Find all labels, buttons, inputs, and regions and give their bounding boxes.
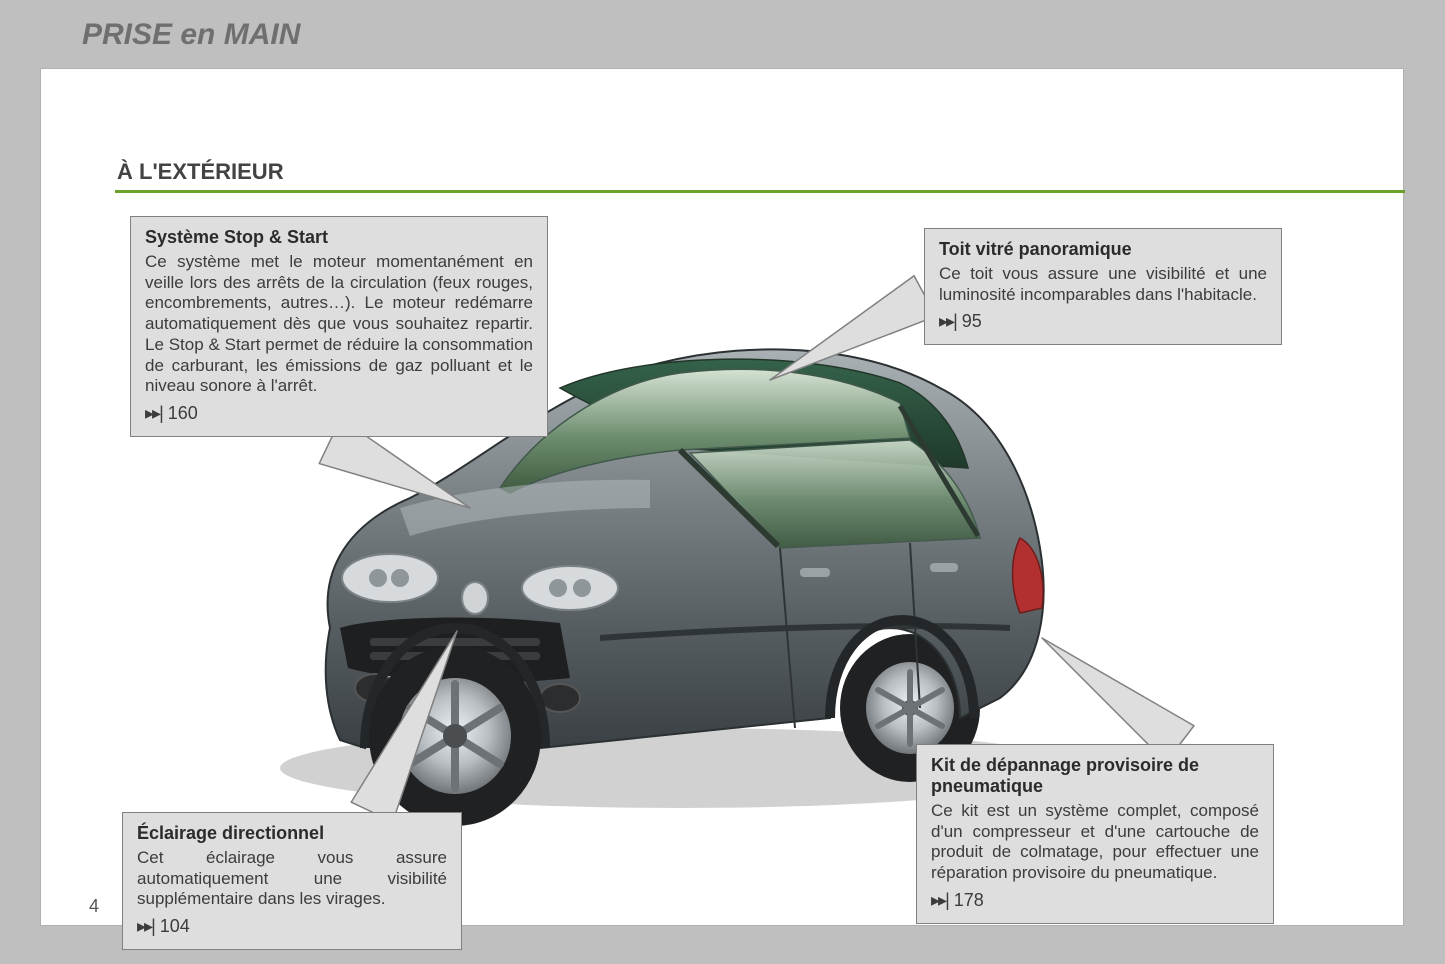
callout-title: Kit de dépannage provisoire de pneumatiq… — [931, 755, 1259, 797]
callout-title: Toit vitré panoramique — [939, 239, 1267, 260]
ref-number: 178 — [954, 890, 984, 910]
callout-directional-lighting: Éclairage directionnel Cet éclairage vou… — [122, 812, 462, 950]
callout-body: Cet éclairage vous assure automatiquemen… — [137, 848, 447, 910]
ref-number: 160 — [168, 403, 198, 423]
callout-body: Ce toit vous assure une visibilité et un… — [939, 264, 1267, 305]
callout-tyre-kit: Kit de dépannage provisoire de pneumatiq… — [916, 744, 1274, 924]
ref-arrow-icon: ▸▸| — [931, 890, 948, 910]
callout-body: Ce kit est un système complet, composé d… — [931, 801, 1259, 884]
callout-title: Éclairage directionnel — [137, 823, 447, 844]
ref-arrow-icon: ▸▸| — [145, 403, 162, 423]
page-ref[interactable]: ▸▸| 95 — [939, 311, 1267, 332]
page-ref[interactable]: ▸▸| 178 — [931, 890, 1259, 911]
page-ref[interactable]: ▸▸| 104 — [137, 916, 447, 937]
callout-body: Ce système met le moteur momentanément e… — [145, 252, 533, 397]
section-title: À L'EXTÉRIEUR — [117, 159, 284, 185]
ref-arrow-icon: ▸▸| — [137, 916, 154, 936]
callout-title: Système Stop & Start — [145, 227, 533, 248]
callout-panoramic-roof: Toit vitré panoramique Ce toit vous assu… — [924, 228, 1282, 345]
callout-stop-start: Système Stop & Start Ce système met le m… — [130, 216, 548, 437]
page-number: 4 — [89, 896, 99, 917]
ref-number: 104 — [160, 916, 190, 936]
ref-number: 95 — [962, 311, 982, 331]
ref-arrow-icon: ▸▸| — [939, 311, 956, 331]
section-rule — [115, 190, 1405, 193]
chapter-title: PRISE en MAIN — [82, 18, 300, 52]
page-ref[interactable]: ▸▸| 160 — [145, 403, 533, 424]
